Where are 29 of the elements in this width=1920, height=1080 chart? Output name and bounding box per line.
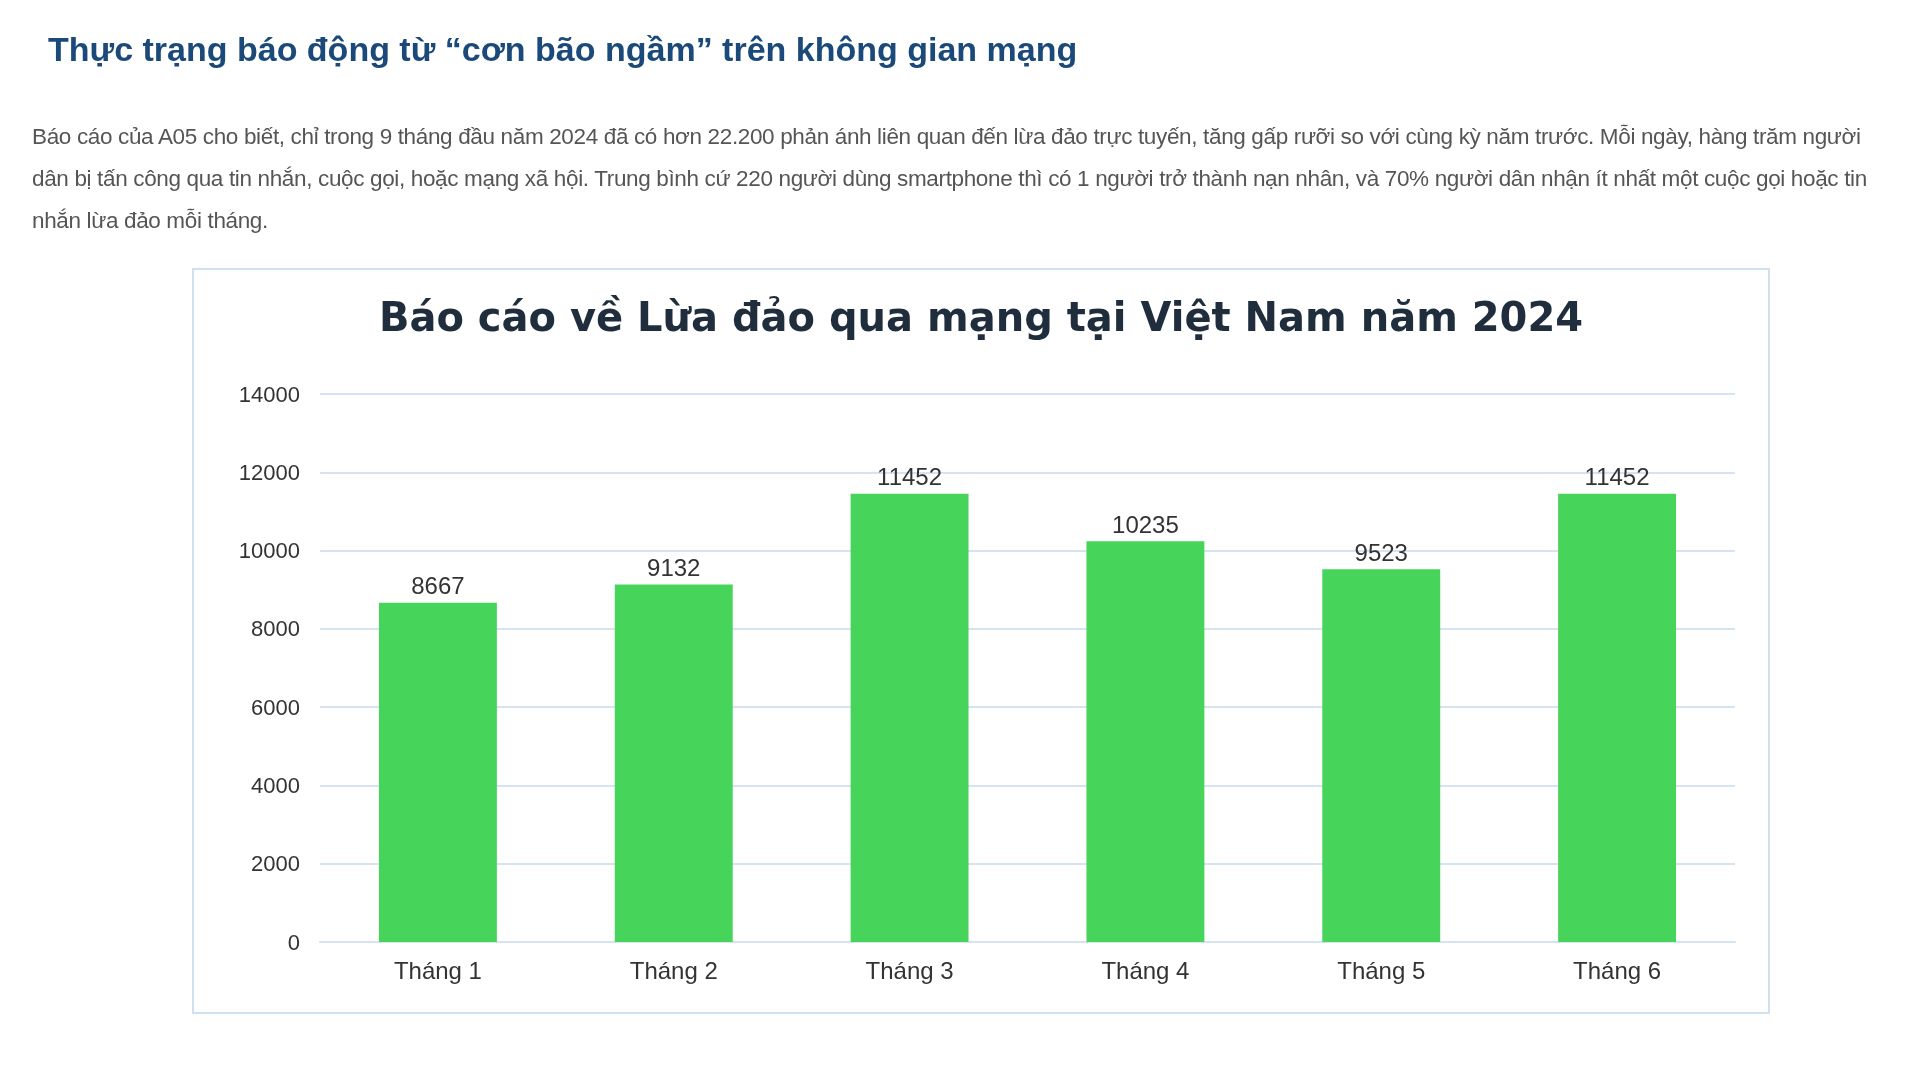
data-label: 11452: [877, 463, 943, 491]
y-tick-label: 10000: [238, 538, 300, 564]
x-tick-label: Tháng 6: [1573, 956, 1662, 984]
x-tick-label: Tháng 5: [1337, 956, 1426, 984]
y-tick-label: 14000: [238, 381, 300, 407]
bar: [850, 493, 969, 942]
bar: [614, 584, 733, 942]
bar: [1322, 569, 1441, 942]
y-tick-label: 8000: [251, 616, 300, 642]
data-label: 11452: [1584, 463, 1650, 491]
y-tick-label: 4000: [251, 772, 300, 798]
x-tick-label: Tháng 1: [393, 956, 482, 984]
y-tick-label: 6000: [251, 694, 300, 720]
text: Thực trạng báo động từ “cơn bão ngầm” trên không gian mạng: [48, 30, 1078, 69]
x-tick-label: Tháng 3: [865, 956, 954, 984]
y-tick-label: 2000: [251, 851, 300, 877]
data-label: 9132: [647, 554, 701, 582]
x-tick-label: Tháng 4: [1101, 956, 1190, 984]
chart-title: Báo cáo về Lừa đảo qua mạng tại Việt Nam năm 2024: [378, 294, 1584, 340]
y-tick-label: 12000: [238, 459, 300, 485]
text: Báo cáo của A05 cho biết, chỉ trong 9 tháng đầu năm 2024 đã có hơn 22.200 phản ánh liên quan đến lừa đảo trực tuyến, tăng gấp rưỡi so với cùng kỳ năm trước. Mỗi ngày, hàng trăm người dân bị tấn công qua tin nhắn, cuộc gọi, hoặc mạng xã hội. Trung bình cứ 220 người dùng smartphone thì có 1 người trở thành nạn nhân, và 70% người dân nhận ít nhất một cuộc gọi hoặc tin nhắn lừa đảo mỗi tháng.: [32, 123, 1868, 235]
y-tick-label: 0: [287, 929, 300, 955]
bar: [1086, 541, 1205, 942]
data-label: 10235: [1112, 510, 1179, 538]
data-label: 8667: [411, 572, 465, 600]
bar: [378, 602, 497, 942]
data-label: 9523: [1354, 538, 1408, 566]
bar: [1558, 493, 1677, 942]
x-tick-label: Tháng 2: [629, 956, 718, 984]
